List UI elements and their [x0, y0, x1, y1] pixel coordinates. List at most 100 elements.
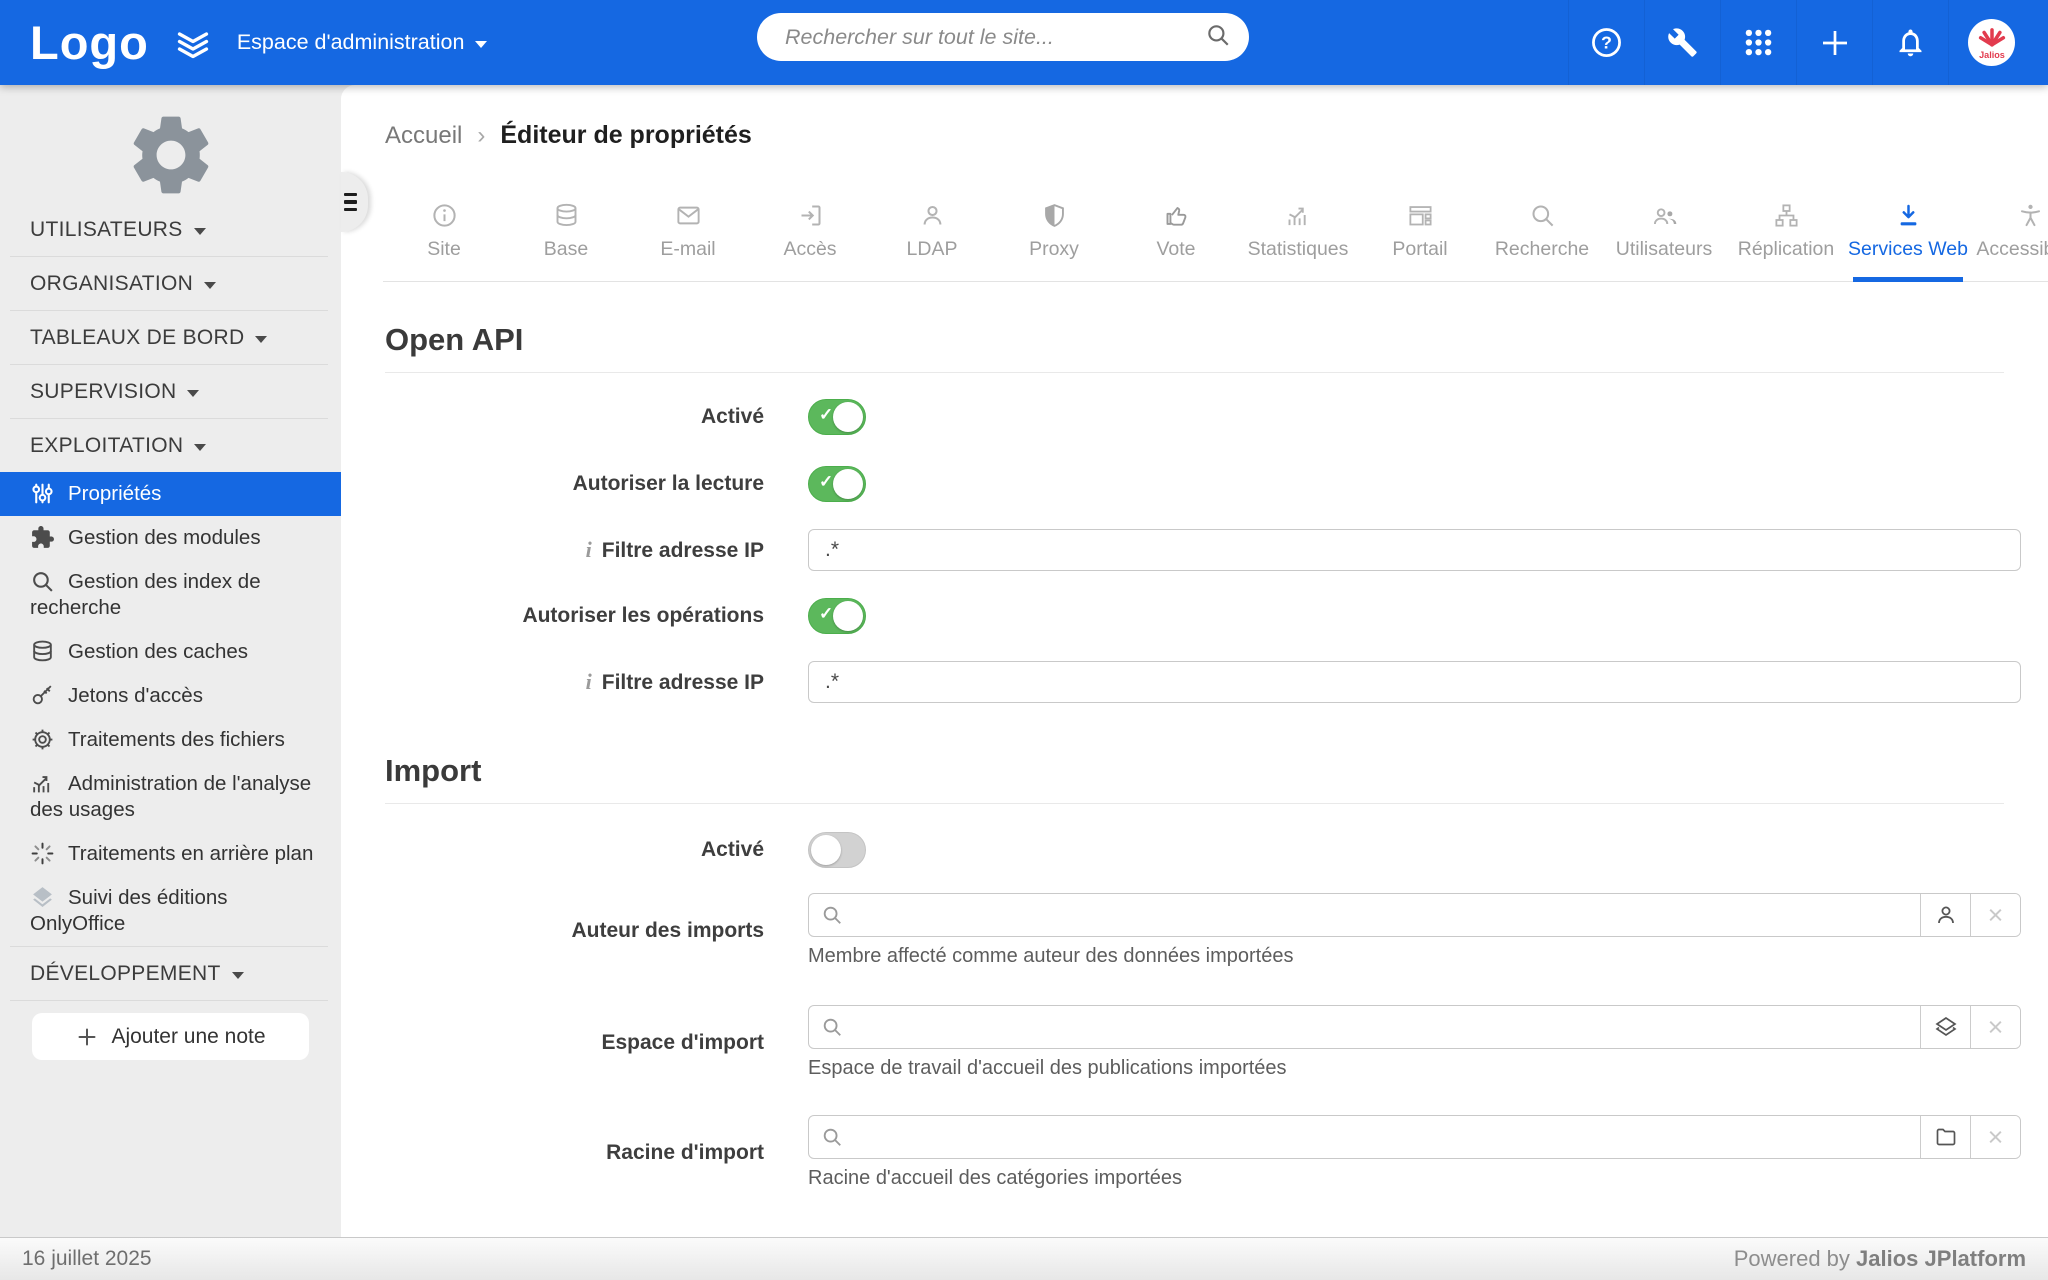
sidebar-item-suivi-onlyoffice[interactable]: Suivi des éditions OnlyOffice [30, 886, 228, 935]
help-button[interactable]: ? [1568, 0, 1644, 85]
sidebar-section-tableaux-de-bord[interactable]: TABLEAUX DE BORD [0, 311, 341, 364]
header-left: Logo Espace d'administration [30, 0, 488, 85]
row-ip-filter-operations: i Filtre adresse IP [341, 661, 2048, 703]
admin-tools-button[interactable] [1644, 0, 1720, 85]
notifications-button[interactable] [1872, 0, 1948, 85]
pick-member-button[interactable] [1920, 894, 1970, 936]
import-workspace-input[interactable] [851, 1006, 1920, 1048]
tab-recherche[interactable]: Recherche [1481, 188, 1603, 281]
sidebar-section-supervision[interactable]: SUPERVISION [0, 365, 341, 418]
tab-accessibilite[interactable]: Accessibilité [1969, 188, 2048, 281]
tab-acces[interactable]: Accès [749, 188, 871, 281]
tab-statistiques[interactable]: Statistiques [1237, 188, 1359, 281]
divider [10, 418, 328, 419]
layers-icon[interactable] [175, 25, 211, 61]
login-icon [801, 205, 821, 226]
accessibility-icon [2020, 204, 2040, 227]
sidebar-item-gestion-des-index[interactable]: Gestion des index de recherche [30, 570, 261, 619]
tab-proxy[interactable]: Proxy [993, 188, 1115, 281]
divider [10, 310, 328, 311]
field-label: Autoriser la lecture [572, 472, 764, 495]
allow-operations-toggle[interactable]: ✓ [808, 598, 866, 634]
shield-icon [1044, 204, 1064, 227]
toggle-knob [811, 835, 841, 865]
tab-base[interactable]: Base [505, 188, 627, 281]
ip-filter-read-input[interactable] [808, 529, 2021, 571]
sidebar-item-traitements-arriere-plan[interactable]: Traitements en arrière plan [0, 832, 341, 876]
apps-menu-button[interactable] [1720, 0, 1796, 85]
search-icon[interactable] [1205, 22, 1231, 53]
tab-services-web[interactable]: Services Web [1847, 188, 1969, 282]
tab-replication[interactable]: Réplication [1725, 188, 1847, 281]
plus-icon [78, 1028, 96, 1045]
sidebar-item-proprietes[interactable]: Propriétés [0, 472, 341, 516]
field-label: Racine d'import [606, 1140, 764, 1164]
sidebar-item-administration-analyse[interactable]: Administration de l'analyse des usages [30, 772, 312, 821]
import-enabled-toggle[interactable]: ✓ [808, 832, 866, 868]
search-icon [1531, 205, 1553, 227]
field-label: Activé [700, 405, 764, 428]
chevron-down-icon [194, 444, 207, 451]
thumbs-up-icon [1166, 207, 1186, 226]
clear-workspace-button[interactable]: × [1970, 1006, 2020, 1048]
bell-icon [1899, 29, 1922, 57]
openapi-enabled-toggle[interactable]: ✓ [808, 399, 866, 435]
tab-site[interactable]: Site [383, 188, 505, 281]
search-icon [809, 904, 851, 926]
footer-date: 16 juillet 2025 [22, 1247, 152, 1270]
check-icon: ✓ [819, 604, 834, 623]
import-author-input[interactable] [851, 894, 1920, 936]
header-actions: ? [1568, 0, 2034, 85]
field-label: i Filtre adresse IP [585, 669, 764, 694]
tab-utilisateurs[interactable]: Utilisateurs [1603, 188, 1725, 281]
database-icon [556, 203, 576, 227]
chevron-down-icon [193, 228, 206, 235]
chevron-down-icon [475, 40, 488, 48]
tab-ldap[interactable]: LDAP [871, 188, 993, 281]
apps-grid-icon [1745, 29, 1772, 56]
chevron-down-icon [231, 972, 244, 979]
create-button[interactable] [1796, 0, 1872, 85]
tab-email[interactable]: E-mail [627, 188, 749, 281]
pick-workspace-button[interactable] [1920, 1006, 1970, 1048]
sidebar-item-gestion-des-modules[interactable]: Gestion des modules [0, 516, 341, 560]
app-logo[interactable]: Logo [30, 16, 149, 69]
sidebar-item-jetons-dacces[interactable]: Jetons d'accès [0, 674, 341, 718]
allow-read-toggle[interactable]: ✓ [808, 466, 866, 502]
add-note-button[interactable]: Ajouter une note [32, 1013, 309, 1060]
analytics-icon [33, 776, 50, 793]
import-root-input[interactable] [851, 1116, 1920, 1158]
workspace-switcher[interactable]: Espace d'administration [237, 30, 488, 55]
sidebar-section-exploitation[interactable]: EXPLOITATION [0, 419, 341, 472]
row-ip-filter-read: i Filtre adresse IP [341, 529, 2048, 571]
user-menu-button[interactable]: Jalios [1948, 0, 2034, 85]
tab-vote[interactable]: Vote [1115, 188, 1237, 281]
row-import-enabled: Activé ✓ [341, 832, 2048, 868]
clear-root-button[interactable]: × [1970, 1116, 2020, 1158]
toggle-knob [833, 402, 863, 432]
close-icon: × [1987, 899, 2004, 930]
sidebar-item-gestion-des-caches[interactable]: Gestion des caches [0, 630, 341, 674]
avatar: Jalios [1968, 19, 2015, 66]
global-search [757, 13, 1249, 61]
clear-author-button[interactable]: × [1970, 894, 2020, 936]
sidebar-section-organisation[interactable]: ORGANISATION [0, 257, 341, 310]
field-label: i Filtre adresse IP [585, 537, 764, 562]
person-icon [1937, 906, 1954, 924]
sidebar-section-developpement[interactable]: DÉVELOPPEMENT [0, 947, 341, 1000]
download-icon [1900, 204, 1916, 226]
tab-portail[interactable]: Portail [1359, 188, 1481, 281]
wrench-icon [1668, 28, 1697, 57]
search-input[interactable] [785, 24, 1205, 50]
pick-category-button[interactable] [1920, 1116, 1970, 1158]
breadcrumb-home[interactable]: Accueil [385, 122, 463, 149]
field-help: Espace de travail d'accueil des publicat… [808, 1057, 1287, 1079]
import-root-picker: × [808, 1115, 2021, 1159]
section-title-open-api: Open API [385, 322, 2004, 373]
gear-icon [32, 729, 53, 750]
main-content: Accueil › Éditeur de propriétés Site Bas… [341, 85, 2048, 1237]
sidebar-item-traitements-des-fichiers[interactable]: Traitements des fichiers [0, 718, 341, 762]
sidebar-section-utilisateurs[interactable]: UTILISATEURS [0, 203, 341, 256]
ip-filter-operations-input[interactable] [808, 661, 2021, 703]
toggle-knob [833, 601, 863, 631]
